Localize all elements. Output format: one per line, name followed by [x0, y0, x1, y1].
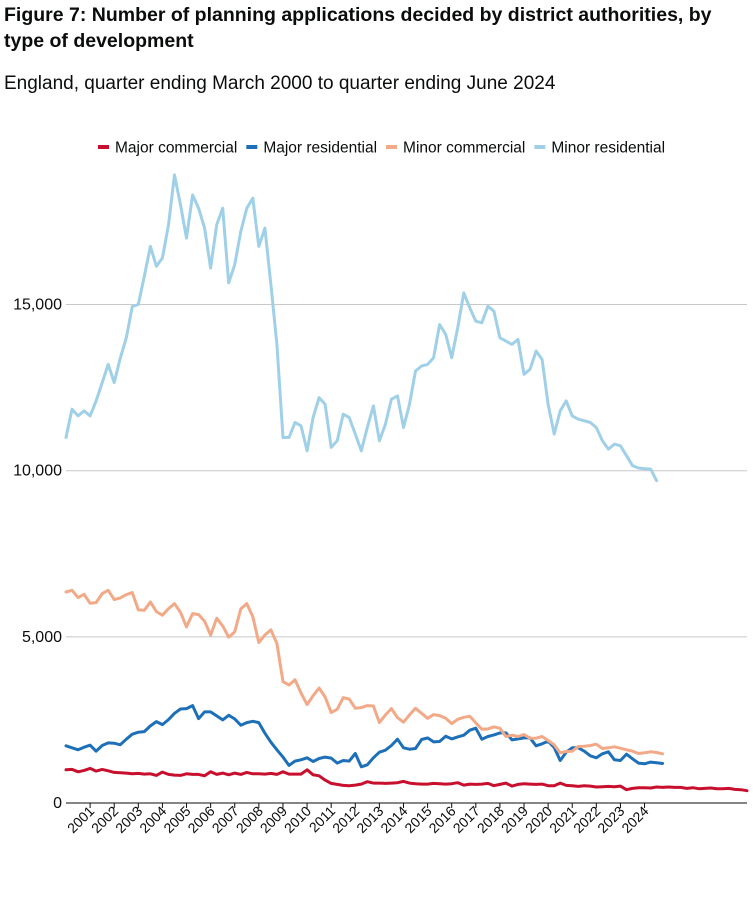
series-line-minor-residential [64, 173, 659, 483]
y-tick-label: 0 [53, 795, 62, 812]
legend-label-major-residential: Major residential [263, 140, 377, 157]
series-line-major-commercial [64, 766, 749, 793]
chart-title: Figure 7: Number of planning application… [4, 4, 712, 52]
y-tick-label: 10,000 [13, 463, 62, 480]
series-line-major-residential [64, 704, 665, 769]
plot-area [64, 173, 749, 793]
y-axis: 0 5,000 10,000 15,000 [13, 297, 62, 812]
x-axis: 2001200220032004200520062007200820092010… [64, 802, 747, 836]
legend-label-minor-commercial: Minor commercial [403, 140, 525, 157]
legend-label-minor-residential: Minor residential [551, 140, 665, 157]
series-line-minor-commercial [64, 588, 665, 756]
x-tick-label: 2024 [618, 803, 651, 836]
legend-label-major-commercial: Major commercial [115, 140, 237, 157]
legend: Major commercial Major residential Minor c… [98, 140, 665, 157]
gridlines [66, 304, 747, 804]
chart-subtitle: England, quarter ending March 2000 to qu… [4, 73, 556, 94]
y-tick-label: 15,000 [13, 297, 62, 314]
y-tick-label: 5,000 [22, 629, 62, 646]
